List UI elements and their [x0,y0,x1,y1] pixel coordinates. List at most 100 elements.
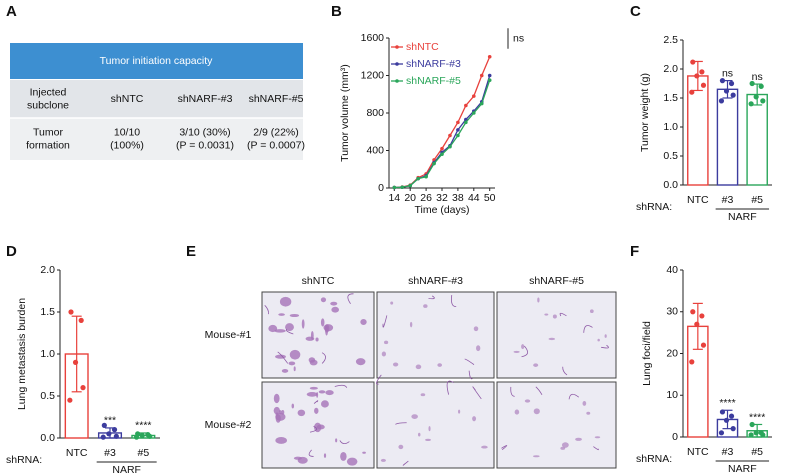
tissue-spot [420,393,426,397]
y-tick-label: 1.5 [663,92,678,104]
tissue-vessel [468,370,473,380]
tissue-spot [281,410,285,415]
x-tick-label: 20 [404,192,416,204]
row-label: Mouse-#2 [205,419,252,431]
tissue-vessel [286,328,294,335]
data-point [699,69,705,75]
y-tick-label: 1.0 [663,121,678,133]
data-point [700,82,707,88]
point [440,152,444,157]
tissue-spot [285,323,294,332]
data-point [723,417,730,423]
tissue-spot [323,324,334,332]
table-cell: 3/10 (30%) [179,126,230,138]
tissue-spot [476,345,481,352]
data-point [689,89,695,95]
tissue-spot [331,306,339,313]
y-axis-title: Lung foci/field [641,321,653,386]
panel-label: C [630,3,641,20]
tissue-vessel [562,366,568,376]
data-point [749,421,755,428]
tissue-spot [458,409,461,414]
tissue-spot [360,319,367,326]
x-tick-label: 44 [468,192,480,204]
point [472,94,476,98]
x-tick-label: 32 [436,192,448,204]
table-cell: (P = 0.0007) [247,139,305,151]
panel-label: A [6,3,17,20]
tissue-vessel [472,386,482,400]
tissue-vessel [501,445,508,451]
data-point [719,409,726,415]
bar [746,93,768,186]
data-point [753,94,759,100]
tissue-vessel [568,393,580,400]
data-point [700,342,707,348]
tissue-vessel [321,352,326,364]
data-point [67,397,73,403]
y-tick-label: 2.0 [40,264,55,276]
tissue-spot [305,336,315,341]
tissue-spot [273,393,280,404]
data-point [68,309,74,315]
tissue-spot [392,362,399,367]
tissue-spot [472,416,477,422]
y-axis-title: Lung metastasis burden [16,298,28,410]
point [479,73,484,78]
legend-marker [395,45,399,49]
tissue-spot [346,457,358,466]
data-point [749,80,755,87]
tissue-spot [537,297,540,303]
x-tick-label: NTC [687,194,709,206]
tissue-spot [330,301,338,306]
point [392,185,397,190]
point [424,174,428,179]
table-cell: formation [26,139,70,151]
data-point [719,78,726,84]
y-tick-label: 1600 [361,32,385,44]
tissue-spot [428,426,431,432]
tissue-vessel [402,460,409,466]
legend-label: shNARF-#5 [406,75,461,87]
y-tick-label: 0.0 [663,179,678,191]
tissue-spot [275,354,286,359]
data-point [760,98,766,104]
data-point [139,432,145,439]
tissue-spot [575,437,582,441]
tissue-vessel [313,400,319,404]
data-point [728,413,735,419]
tissue-spot [281,369,289,373]
y-axis-title: Tumor volume (mm³) [339,64,351,162]
tissue-vessel [264,304,269,315]
point [456,133,460,138]
tissue-vessel [464,358,475,365]
tissue-vessel [308,449,314,457]
y-tick-label: 0.0 [40,432,55,444]
table-row [10,118,303,160]
tissue-spot [320,318,325,327]
tissue-spot [268,324,278,333]
tissue-vessel [382,315,388,328]
tissue-spot [301,319,305,329]
table-cell: shNTC [111,93,144,105]
column-header: shNARF-#3 [408,275,463,287]
tissue-spot [383,340,389,345]
tissue-vessel [451,294,457,307]
y-tick-label: 1.0 [40,348,55,360]
significance-label: ns [513,32,524,44]
tissue-spot [514,409,520,415]
point [479,101,484,106]
data-point [690,59,696,65]
y-tick-label: 400 [366,144,384,156]
tissue-spot [314,407,319,414]
data-point [694,73,700,79]
tissue-vessel [446,380,454,395]
tissue-vessel [583,325,593,333]
data-point [133,434,140,440]
tissue-spot [323,453,327,458]
histology-image [261,291,375,379]
tissue-spot [316,391,319,398]
data-point [723,88,730,94]
y-tick-label: 800 [366,107,384,119]
